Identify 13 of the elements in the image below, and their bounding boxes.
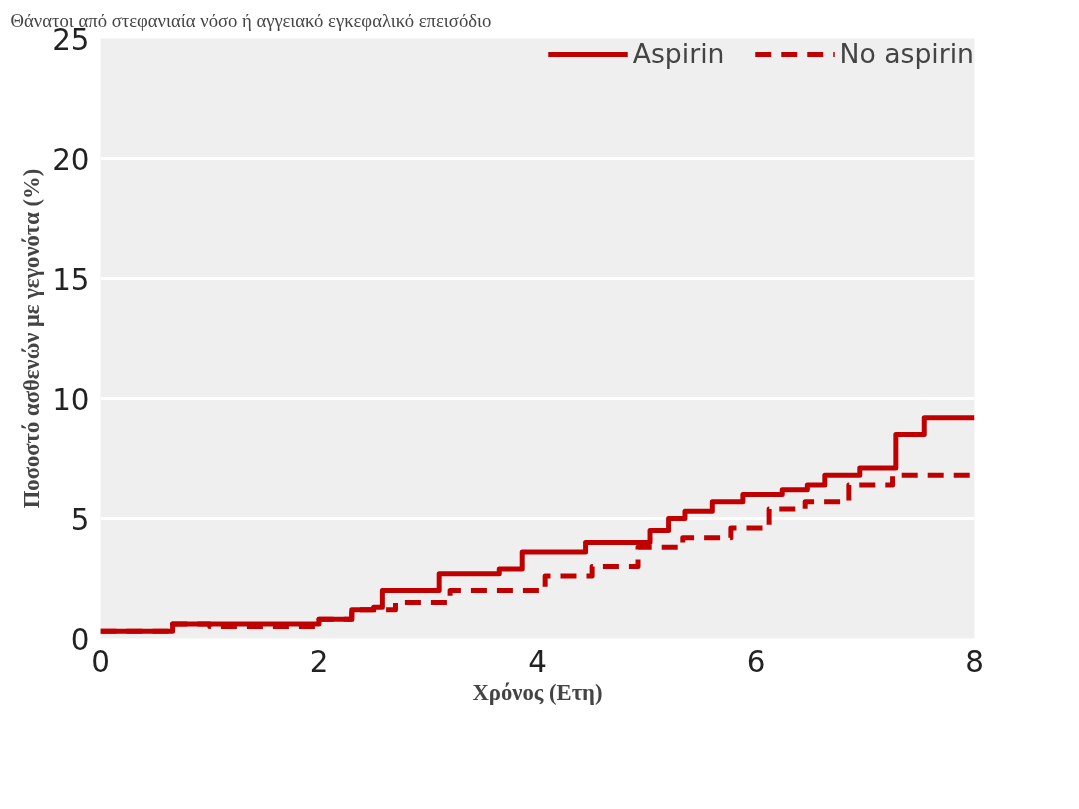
x-axis-title: Χρόνος (Ετη) xyxy=(472,679,603,705)
y-tick-label: 10 xyxy=(52,382,90,417)
y-tick-label: 20 xyxy=(52,142,90,177)
x-tick-label: 8 xyxy=(965,644,984,679)
x-tick-label: 6 xyxy=(746,644,766,679)
y-tick-label: 0 xyxy=(70,622,90,657)
y-tick-label: 5 xyxy=(70,502,90,537)
y-axis-title: Ποσοστό ασθενών με γεγονότα (%) xyxy=(19,168,45,509)
x-tick-label: 2 xyxy=(309,644,329,679)
legend-label: Aspirin xyxy=(632,38,725,69)
x-tick-label: 4 xyxy=(528,644,547,679)
legend-label: No aspirin xyxy=(839,38,974,69)
y-tick-label: 15 xyxy=(52,262,90,297)
